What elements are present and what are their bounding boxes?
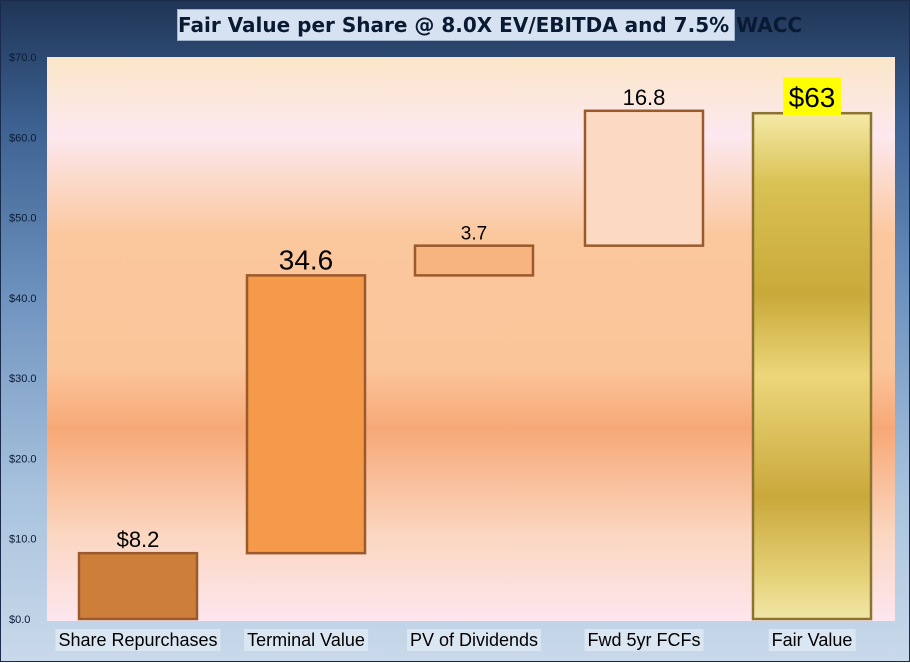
category-label: PV of Dividends (406, 629, 542, 651)
bar-3 (583, 109, 705, 247)
data-label: 3.7 (461, 224, 487, 245)
y-tick-label: $40.0 (9, 293, 37, 305)
category-label: Share Repurchases (55, 629, 221, 651)
y-tick-label: $30.0 (9, 373, 37, 385)
data-label: $8.2 (117, 527, 160, 552)
data-labels: $8.2 34.6 3.7 16.8 $63 (117, 77, 841, 552)
data-label-highlight (783, 77, 841, 116)
category-label: Fair Value (768, 629, 856, 651)
y-tick-label: $10.0 (9, 534, 37, 546)
bar-4 (751, 111, 873, 621)
y-tick-label: $60.0 (9, 132, 37, 144)
y-axis-ticks: $0.0 $10.0 $20.0 $30.0 $40.0 $50.0 $60.0 $70.0 (9, 52, 37, 626)
data-label: $63 (789, 82, 836, 113)
category-label: Terminal Value (244, 629, 368, 651)
chart-title: Fair Value per Share @ 8.0X EV/EBITDA an… (177, 9, 802, 41)
bar-0 (77, 551, 199, 621)
y-tick-label: $20.0 (9, 453, 37, 465)
y-tick-label: $50.0 (9, 213, 37, 225)
bar-1 (245, 274, 367, 555)
y-tick-label: $70.0 (9, 52, 37, 64)
data-label: 16.8 (623, 85, 666, 110)
bars (77, 109, 873, 621)
bar-2 (413, 244, 535, 277)
data-label: 34.6 (279, 244, 334, 275)
category-label: Fwd 5yr FCFs (584, 629, 704, 651)
y-tick-label: $0.0 (9, 614, 30, 626)
